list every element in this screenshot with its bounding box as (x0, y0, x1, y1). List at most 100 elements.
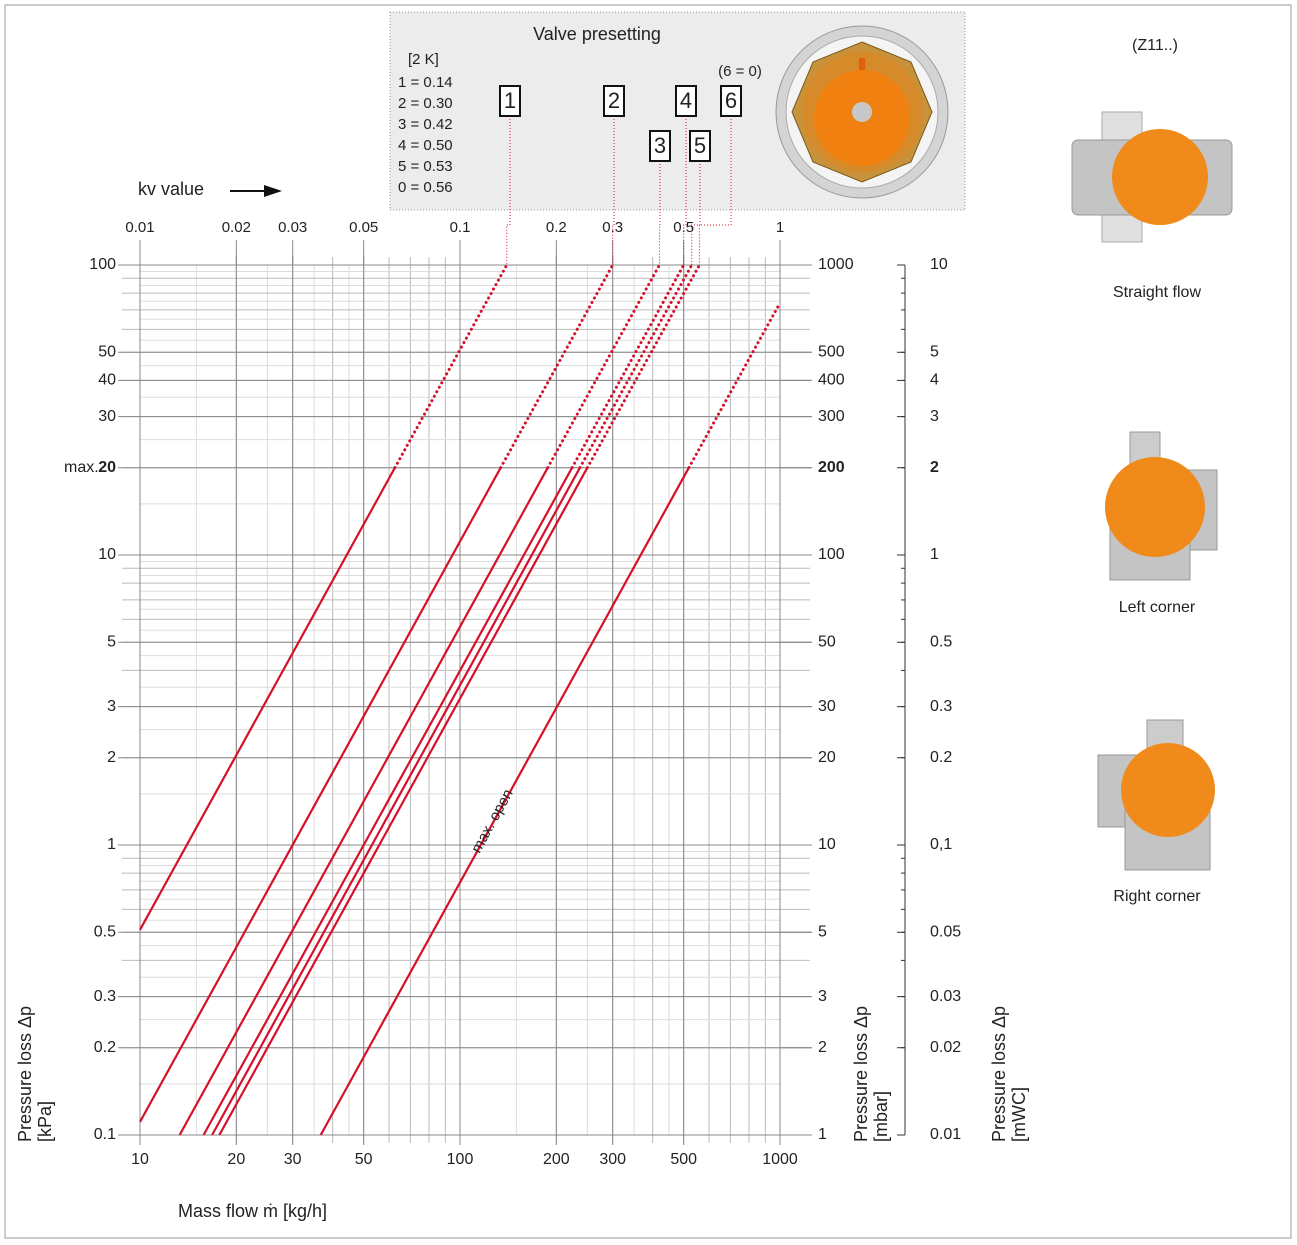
y3-tick-label: 0.3 (930, 698, 952, 715)
x-tick-label: 500 (670, 1151, 697, 1168)
x2-tick-label: 0.1 (450, 219, 471, 236)
presetting-row: 5 = 0.53 (398, 158, 453, 175)
x2-tick-label: 0.3 (602, 219, 623, 236)
series-line-dotted (395, 265, 507, 468)
y-tick-label: 1 (107, 836, 116, 853)
y2-tick-label: 1 (818, 1126, 827, 1143)
dial (776, 26, 948, 198)
y-tick-label: 0.3 (94, 988, 116, 1005)
y-tick-label: 50 (98, 344, 116, 361)
y3-tick-label: 3 (930, 408, 939, 425)
y2-tick-label: 2 (818, 1039, 827, 1056)
y2-tick-label: 1000 (818, 256, 854, 273)
y-tick-label: 100 (89, 256, 116, 273)
x-axis-title: Mass flow ṁ [kg/h] (178, 1201, 327, 1221)
y-tick-label: 3 (107, 698, 116, 715)
y2-tick-label: 5 (818, 924, 827, 941)
x-tick-label: 20 (227, 1151, 245, 1168)
model-label: (Z11..) (1132, 37, 1178, 54)
max-label: max. (64, 459, 99, 476)
valve-label: Right corner (1113, 888, 1201, 905)
x-tick-label: 100 (447, 1151, 474, 1168)
y3-tick-label: 0.03 (930, 988, 961, 1005)
y-tick-label: 30 (98, 408, 116, 425)
preset-label: 5 (694, 133, 706, 158)
y3-tick-label: 0.05 (930, 924, 961, 941)
y-tick-label: 2 (107, 749, 116, 766)
y2-tick-label: 200 (818, 459, 845, 476)
x2-tick-label: 0.03 (278, 219, 307, 236)
y-tick-label: 40 (98, 372, 116, 389)
x-tick-label: 30 (284, 1151, 302, 1168)
y2-tick-label: 500 (818, 344, 845, 361)
y-axis-unit: [kPa] (35, 1101, 55, 1142)
y3-axis-title: Pressure loss Δp (989, 1006, 1009, 1142)
y2-tick-label: 20 (818, 749, 836, 766)
leader-line (659, 161, 660, 265)
y2-tick-label: 50 (818, 634, 836, 651)
y3-tick-label: 5 (930, 344, 939, 361)
valve-label: Straight flow (1113, 284, 1201, 301)
x2-tick-label: 0.5 (673, 219, 694, 236)
y3-tick-label: 2 (930, 459, 939, 476)
y3-tick-label: 4 (930, 372, 939, 389)
y2-axis-unit: [mbar] (871, 1091, 891, 1142)
y3-tick-label: 0.5 (930, 634, 952, 651)
grid (118, 240, 812, 1145)
y3-axis-unit: [mWC] (1009, 1087, 1029, 1142)
x2-tick-label: 0.02 (222, 219, 251, 236)
y-tick-label: 0.1 (94, 1126, 116, 1143)
series-line-dotted (580, 265, 692, 468)
y-tick-label: 5 (107, 634, 116, 651)
presetting-row: 3 = 0.42 (398, 116, 453, 133)
y-tick-label: 10 (98, 546, 116, 563)
series-line (140, 468, 501, 1122)
valve-left (1105, 432, 1217, 580)
valve-label: Left corner (1119, 599, 1196, 616)
x-tick-label: 1000 (762, 1151, 798, 1168)
y-tick-label: 0.5 (94, 924, 116, 941)
y3-tick-label: 0.01 (930, 1126, 961, 1143)
chart: Valve presetting [2 K] (6 = 0) kv value … (0, 0, 1297, 1245)
y2-axis-title: Pressure loss Δp (851, 1006, 871, 1142)
x2-tick-label: 0.01 (125, 219, 154, 236)
presetting-note: (6 = 0) (718, 63, 762, 80)
preset-label: 6 (725, 88, 737, 113)
y2-tick-label: 400 (818, 372, 845, 389)
arrow-head (264, 185, 282, 197)
presetting-title: Valve presetting (533, 24, 661, 44)
series-line-dotted (689, 303, 780, 468)
x2-tick-label: 0.05 (349, 219, 378, 236)
x2-tick-label: 0.2 (546, 219, 567, 236)
y3-tick-label: 1 (930, 546, 939, 563)
x-tick-label: 50 (355, 1151, 373, 1168)
preset-label: 3 (654, 133, 666, 158)
y-tick-label: 0.2 (94, 1039, 116, 1056)
presetting-row: 0 = 0.56 (398, 179, 453, 196)
valve-right (1098, 720, 1215, 870)
presetting-row: 1 = 0.14 (398, 74, 453, 91)
y-tick-label: 20 (98, 459, 116, 476)
y2-tick-label: 10 (818, 836, 836, 853)
preset-label: 1 (504, 88, 516, 113)
y3-tick-label: 0,1 (930, 836, 952, 853)
preset-label: 2 (608, 88, 620, 113)
y3-tick-label: 0.02 (930, 1039, 961, 1056)
y2-tick-label: 30 (818, 698, 836, 715)
preset-label: 4 (680, 88, 692, 113)
presetting-row: 4 = 0.50 (398, 137, 453, 154)
x2-axis-title: kv value (138, 179, 204, 199)
x-tick-label: 200 (543, 1151, 570, 1168)
y3-tick-label: 10 (930, 256, 948, 273)
y3-tick-label: 0.2 (930, 749, 952, 766)
y2-tick-label: 3 (818, 988, 827, 1005)
x-tick-label: 300 (599, 1151, 626, 1168)
valve-straight (1072, 112, 1232, 242)
series-line-dotted (572, 265, 684, 468)
x2-tick-label: 1 (776, 219, 784, 236)
y2-tick-label: 100 (818, 546, 845, 563)
presetting-row: 2 = 0.30 (398, 95, 453, 112)
y2-tick-label: 300 (818, 408, 845, 425)
presetting-unit: [2 K] (408, 51, 439, 68)
x-tick-label: 10 (131, 1151, 149, 1168)
